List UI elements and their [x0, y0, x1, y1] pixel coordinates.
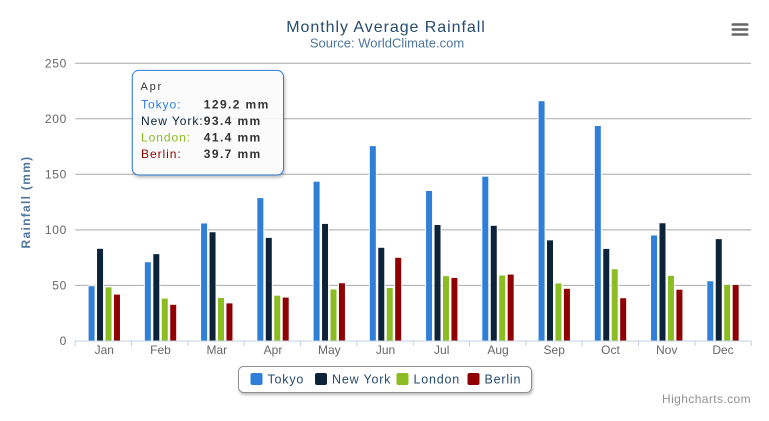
svg-text:129.2 mm: 129.2 mm [204, 98, 270, 112]
svg-text:New York:: New York: [141, 114, 204, 128]
svg-text:London:: London: [141, 131, 191, 145]
svg-text:Dec: Dec [712, 343, 733, 357]
svg-text:39.7 mm: 39.7 mm [204, 147, 262, 161]
svg-text:Highcharts.com: Highcharts.com [662, 392, 751, 406]
svg-text:Oct: Oct [601, 343, 620, 357]
svg-text:Jan: Jan [95, 343, 114, 357]
svg-text:New York: New York [332, 373, 391, 387]
svg-text:41.4 mm: 41.4 mm [204, 131, 262, 145]
svg-text:Sep: Sep [544, 343, 566, 357]
svg-text:Source: WorldClimate.com: Source: WorldClimate.com [310, 36, 464, 51]
svg-text:Jul: Jul [434, 343, 449, 357]
svg-text:Rainfall (mm): Rainfall (mm) [19, 156, 33, 249]
svg-text:Nov: Nov [656, 343, 677, 357]
svg-text:Aug: Aug [487, 343, 508, 357]
svg-text:100: 100 [45, 223, 67, 237]
svg-text:Monthly Average Rainfall: Monthly Average Rainfall [286, 19, 486, 36]
svg-text:May: May [318, 343, 341, 357]
svg-text:Tokyo:: Tokyo: [141, 98, 181, 112]
svg-text:250: 250 [45, 56, 67, 70]
svg-text:London: London [414, 373, 461, 387]
svg-text:Apr: Apr [264, 343, 283, 357]
svg-text:Jun: Jun [376, 343, 395, 357]
svg-text:Tokyo: Tokyo [268, 373, 305, 387]
svg-text:Feb: Feb [150, 343, 171, 357]
svg-text:200: 200 [45, 112, 67, 126]
svg-text:Berlin: Berlin [485, 373, 522, 387]
svg-text:50: 50 [52, 279, 67, 293]
svg-text:Mar: Mar [206, 343, 227, 357]
svg-text:93.4 mm: 93.4 mm [204, 114, 262, 128]
svg-text:150: 150 [45, 168, 67, 182]
svg-text:0: 0 [60, 334, 67, 348]
svg-text:Apr: Apr [141, 81, 164, 93]
svg-text:Berlin:: Berlin: [141, 147, 182, 161]
